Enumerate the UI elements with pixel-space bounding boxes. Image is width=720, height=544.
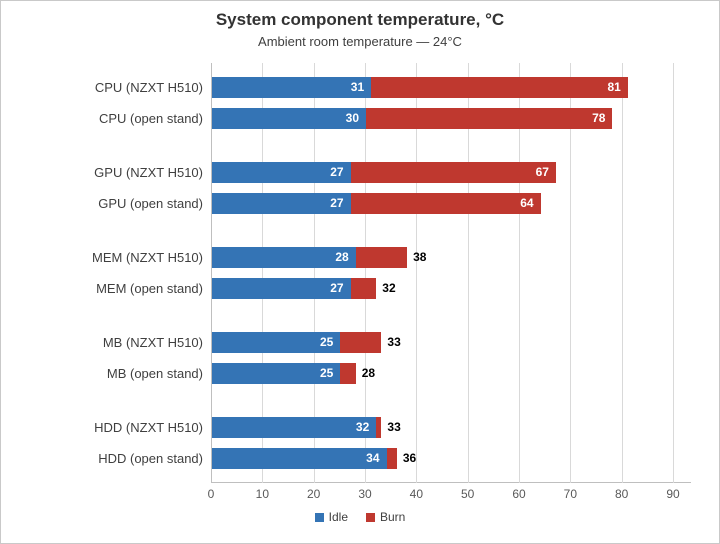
burn-value-label: 32: [382, 281, 396, 295]
burn-legend-label: Burn: [380, 510, 406, 524]
category-label: CPU (open stand): [98, 111, 203, 126]
idle-value-label: 31: [350, 80, 365, 94]
x-axis-line: [211, 482, 691, 483]
x-tick-label: 90: [666, 487, 680, 501]
legend-item-idle: Idle: [314, 510, 348, 524]
idle-value-label: 27: [330, 165, 344, 179]
burn-legend-swatch: [366, 512, 375, 522]
bar-idle-segment: [212, 193, 351, 214]
gridline: [519, 63, 521, 483]
bar-burn-segment: [350, 278, 377, 299]
bar-idle-segment: [212, 332, 341, 353]
burn-value-label: 36: [402, 451, 417, 465]
idle-value-label: 32: [355, 420, 370, 434]
bar-burn-segment: [340, 332, 382, 353]
category-label: MB (open stand): [106, 366, 203, 381]
legend: Idle Burn: [1, 510, 719, 524]
burn-value-label: 78: [592, 111, 606, 125]
legend-item-burn: Burn: [366, 510, 405, 524]
idle-value-label: 34: [366, 451, 380, 465]
category-label: MEM (NZXT H510): [92, 250, 203, 265]
gridline: [416, 63, 418, 483]
category-label: MB (NZXT H510): [102, 335, 203, 350]
bar-burn-segment: [386, 448, 397, 469]
bar-burn-segment: [371, 77, 628, 98]
idle-value-label: 27: [330, 281, 344, 295]
gridline: [365, 63, 366, 483]
x-tick-label: 40: [409, 487, 424, 501]
idle-legend-label: Idle: [328, 510, 348, 524]
x-tick-label: 30: [358, 487, 372, 501]
burn-value-label: 28: [361, 366, 376, 380]
gridline: [313, 63, 315, 483]
x-tick-label: 80: [615, 487, 629, 501]
category-label: GPU (NZXT H510): [94, 165, 203, 180]
x-tick-label: 0: [207, 487, 215, 501]
chart-title: System component temperature, °C: [215, 10, 505, 29]
chart-subtitle: Ambient room temperature — 24°C: [258, 34, 462, 49]
bar-burn-segment: [340, 363, 356, 384]
x-tick-label: 50: [460, 487, 475, 501]
plot-area: 0 10 20 30 40 50 60 70 80 90 31 81 30 78 27 67 27 64 28 38 2…: [208, 63, 691, 501]
bar-burn-segment: [355, 247, 408, 268]
idle-value-label: 28: [335, 250, 349, 264]
bar-burn-segment: [376, 417, 382, 438]
bar-burn-segment: [350, 162, 556, 183]
bar-idle-segment: [212, 247, 356, 268]
x-tick-label: 20: [306, 487, 321, 501]
x-tick-label: 70: [563, 487, 578, 501]
idle-value-label: 25: [319, 366, 334, 380]
bar-idle-segment: [212, 108, 366, 129]
category-label: MEM (open stand): [96, 281, 203, 296]
bar-idle-segment: [212, 363, 341, 384]
category-label: CPU (NZXT H510): [94, 80, 203, 95]
burn-value-label: 64: [520, 196, 534, 210]
burn-value-label: 81: [607, 80, 621, 94]
category-label: HDD (NZXT H510): [94, 420, 203, 435]
bar-idle-segment: [212, 417, 377, 438]
idle-value-label: 30: [345, 111, 359, 125]
x-tick-label: 10: [255, 487, 269, 501]
burn-value-label: 33: [387, 335, 401, 349]
bar-burn-segment: [350, 193, 541, 214]
idle-legend-swatch: [314, 512, 324, 522]
category-label: GPU (open stand): [98, 196, 203, 211]
idle-value-label: 25: [319, 335, 334, 349]
burn-value-label: 67: [535, 165, 549, 179]
gridline: [673, 63, 675, 483]
burn-value-label: 33: [387, 420, 401, 434]
bar-idle-segment: [212, 448, 387, 469]
y-axis-line: [211, 63, 212, 483]
category-label: HDD (open stand): [98, 451, 203, 466]
gridline: [621, 63, 623, 483]
bar-idle-segment: [212, 77, 372, 98]
gridline: [467, 63, 469, 483]
idle-value-label: 27: [330, 196, 344, 210]
bar-burn-segment: [366, 108, 613, 129]
bar-idle-segment: [212, 162, 351, 183]
gridline: [570, 63, 572, 483]
gridline: [262, 63, 264, 483]
bar-idle-segment: [212, 278, 351, 299]
burn-value-label: 38: [413, 250, 427, 264]
x-tick-label: 60: [512, 487, 526, 501]
